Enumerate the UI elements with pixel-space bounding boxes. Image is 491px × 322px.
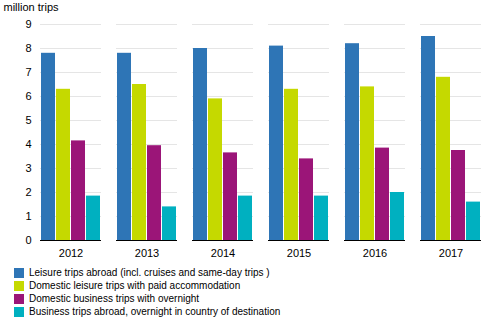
svg-text:1: 1 [25, 210, 31, 222]
svg-text:2016: 2016 [363, 247, 387, 259]
svg-text:3: 3 [25, 162, 31, 174]
html-text:Business trips abroad, overnig: Business trips abroad, overnight in coun… [29, 306, 281, 317]
svg-text:2: 2 [25, 186, 31, 198]
html-text:Domestic leisure trips with pa: Domestic leisure trips with paid accommo… [29, 280, 241, 291]
svg-text:2014: 2014 [211, 247, 235, 259]
svg-text:6: 6 [25, 90, 31, 102]
html-text:Domestic business trips with o: Domestic business trips with overnight [29, 293, 200, 304]
html-text:Leisure trips abroad (incl. cr: Leisure trips abroad (incl. cruises and … [29, 267, 270, 278]
svg-text:5: 5 [25, 114, 31, 126]
svg-text:7: 7 [25, 66, 31, 78]
svg-text:9: 9 [25, 18, 31, 30]
svg-text:8: 8 [25, 42, 31, 54]
svg-text:million trips: million trips [4, 1, 60, 13]
svg-text:2013: 2013 [135, 247, 159, 259]
svg-text:2015: 2015 [287, 247, 311, 259]
svg-text:2012: 2012 [59, 247, 83, 259]
svg-text:2017: 2017 [439, 247, 463, 259]
svg-text:4: 4 [25, 138, 31, 150]
svg-text:0: 0 [25, 234, 31, 246]
